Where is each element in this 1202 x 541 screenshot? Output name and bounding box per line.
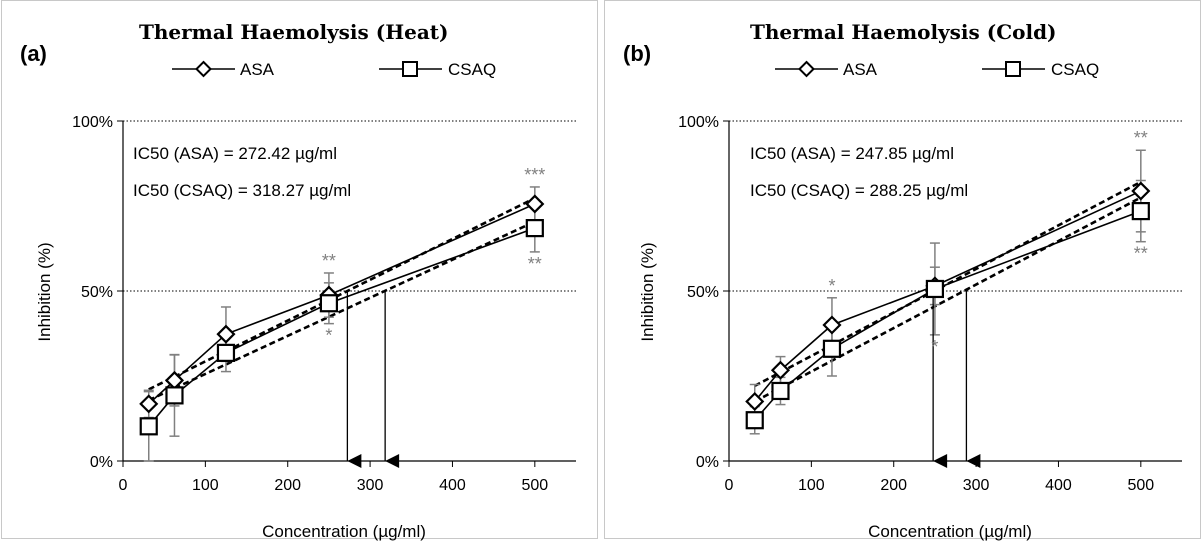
- x-tick-label: 100: [192, 477, 219, 494]
- data-point-csaq: [139, 417, 158, 436]
- chart-a-svg: (a) Thermal Haemolysis (Heat) ASA CSAQ I…: [20, 20, 576, 541]
- trendline-asa: [754, 180, 1142, 388]
- x-tick-label: 500: [521, 477, 548, 494]
- data-point-asa: [139, 394, 159, 414]
- x-tick-label: 200: [880, 477, 907, 494]
- significance-star: *: [828, 276, 835, 296]
- data-point-asa: [770, 360, 791, 380]
- series-line-asa: [148, 203, 536, 405]
- x-tick-label: 400: [1045, 477, 1072, 494]
- trendline-csaq: [754, 196, 1142, 403]
- legend-diamond-marker: [798, 60, 815, 78]
- significance-star: **: [322, 251, 336, 271]
- x-tick-label: 300: [357, 477, 384, 494]
- data-point-csaq: [745, 411, 764, 430]
- series-line-asa: [754, 190, 1142, 403]
- data-point-csaq: [771, 381, 790, 401]
- significance-star: **: [1134, 128, 1148, 148]
- significance-star: ***: [524, 165, 545, 185]
- chart-title: Thermal Haemolysis (Heat): [139, 20, 449, 44]
- x-axis-label: Concentration (µg/ml): [262, 522, 426, 541]
- data-point-asa: [216, 324, 236, 344]
- legend-square-marker: [1005, 61, 1021, 77]
- legend: ASA CSAQ: [172, 60, 496, 79]
- y-tick-label: 50%: [81, 284, 113, 301]
- significance-star: **: [1134, 244, 1148, 264]
- data-point-asa: [1131, 181, 1151, 201]
- x-tick-label: 500: [1127, 477, 1154, 494]
- data-point-asa: [822, 315, 842, 335]
- y-tick-label: 100%: [72, 114, 113, 131]
- data-point-csaq: [525, 219, 544, 238]
- y-tick-label: 0%: [696, 454, 719, 471]
- y-axis-label: Inhibition (%): [35, 242, 54, 341]
- legend-label-csaq: CSAQ: [448, 60, 496, 79]
- legend-diamond-marker: [195, 60, 212, 78]
- data-point-csaq: [319, 294, 339, 313]
- ic50-csaq-annotation: IC50 (CSAQ) = 288.25 µg/ml: [750, 181, 968, 200]
- x-tick-label: 300: [963, 477, 990, 494]
- legend: ASA CSAQ: [775, 60, 1099, 79]
- x-tick-label: 100: [798, 477, 825, 494]
- significance-star: *: [931, 337, 938, 357]
- legend-label-csaq: CSAQ: [1051, 60, 1099, 79]
- chart-b-svg: (b) Thermal Haemolysis (Cold) ASA CSAQ I…: [623, 20, 1182, 541]
- chart-panel-b: (b) Thermal Haemolysis (Cold) ASA CSAQ I…: [604, 0, 1201, 541]
- series-line-csaq: [754, 210, 1142, 421]
- legend-square-marker: [402, 61, 418, 77]
- x-tick-label: 0: [119, 477, 128, 494]
- x-tick-label: 200: [274, 477, 301, 494]
- data-point-csaq: [165, 386, 184, 405]
- trendline-asa: [148, 197, 536, 391]
- x-tick-label: 0: [725, 477, 734, 494]
- data-point-csaq: [925, 279, 945, 299]
- chart-title: Thermal Haemolysis (Cold): [750, 20, 1057, 44]
- legend-label-asa: ASA: [843, 60, 878, 79]
- y-tick-label: 0%: [90, 454, 113, 471]
- y-tick-label: 100%: [678, 114, 719, 131]
- data-point-csaq: [822, 339, 842, 358]
- ic50-csaq-annotation: IC50 (CSAQ) = 318.27 µg/ml: [133, 181, 351, 200]
- chart-panel-a: (a) Thermal Haemolysis (Heat) ASA CSAQ I…: [1, 0, 598, 541]
- y-axis-label: Inhibition (%): [638, 242, 657, 341]
- y-tick-label: 50%: [687, 284, 719, 301]
- ic50-asa-annotation: IC50 (ASA) = 247.85 µg/ml: [750, 144, 954, 163]
- legend-label-asa: ASA: [240, 60, 275, 79]
- panel-label: (b): [623, 41, 651, 66]
- panel-label: (a): [20, 41, 47, 66]
- series-line-csaq: [148, 227, 536, 427]
- data-point-csaq: [1131, 202, 1150, 221]
- ic50-asa-annotation: IC50 (ASA) = 272.42 µg/ml: [133, 144, 337, 163]
- data-point-asa: [745, 391, 765, 412]
- data-point-asa: [525, 194, 545, 214]
- significance-star: *: [325, 326, 332, 346]
- x-tick-label: 400: [439, 477, 466, 494]
- x-axis-label: Concentration (µg/ml): [868, 522, 1032, 541]
- significance-star: **: [528, 254, 542, 274]
- data-point-csaq: [216, 343, 236, 362]
